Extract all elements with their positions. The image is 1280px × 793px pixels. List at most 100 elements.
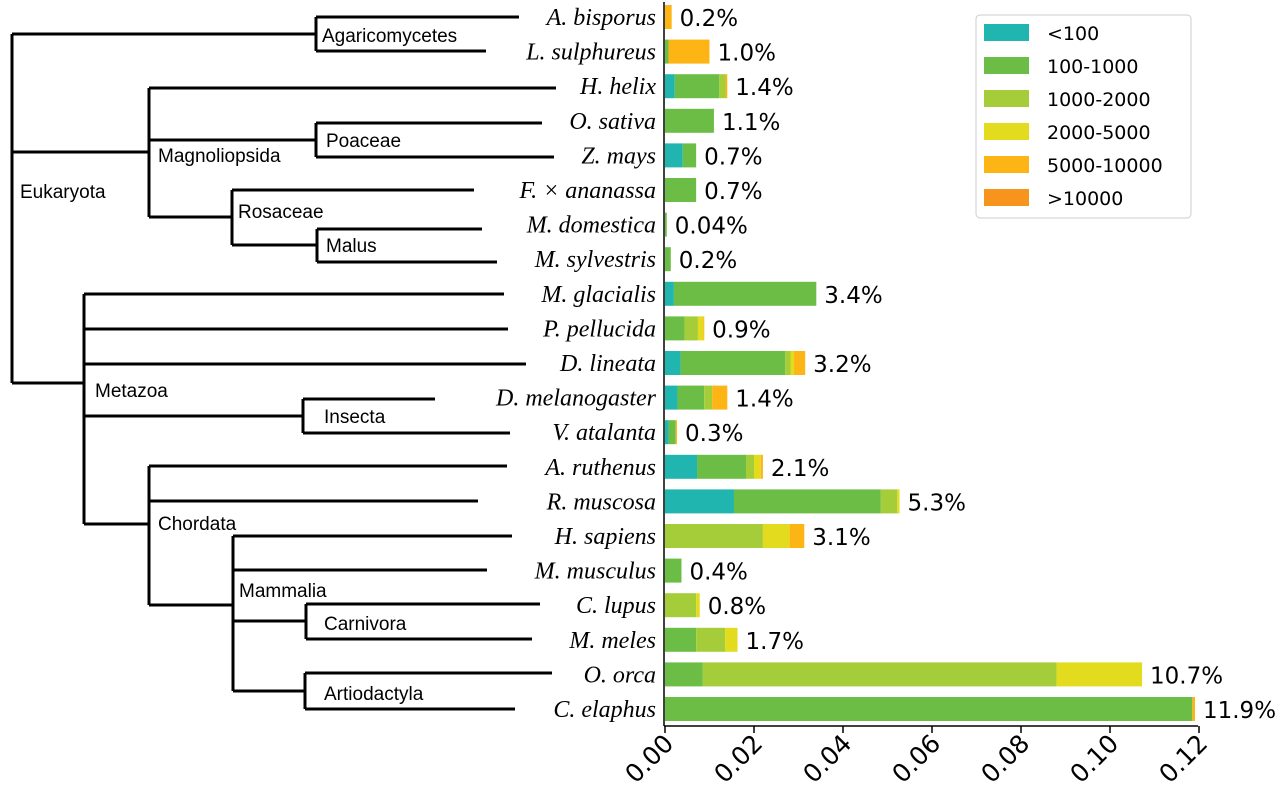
percent-label: 3.1% (812, 525, 870, 551)
percent-label: 0.4% (689, 560, 747, 586)
bar-segment (665, 247, 671, 272)
percent-label: 5.3% (908, 490, 966, 516)
bar-segment (704, 385, 713, 410)
clade-label-metazoa: Metazoa (95, 381, 168, 402)
x-tick-label: 0.04 (797, 729, 857, 789)
bar-segment (712, 385, 728, 410)
x-tick-label: 0.12 (1153, 729, 1213, 789)
phylogenetic-tree: Agaricomycetes Eukaryota Magnoliopsida P… (10, 15, 556, 711)
bar-segment (665, 558, 682, 583)
species-label: F. × ananassa (519, 178, 656, 204)
species-label: V. atalanta (552, 420, 656, 446)
percent-label: 0.9% (712, 317, 770, 343)
legend-swatch (984, 123, 1029, 140)
bar-segment (665, 524, 763, 548)
x-tick-label: 0.08 (975, 729, 1035, 789)
percent-labels: 0.2% 1.0% 1.4% 1.1% 0.7% 0.7% 0.04% 0.2% 3.4% 0.9… (675, 6, 1276, 724)
percent-label: 11.9% (1203, 698, 1276, 724)
bar-segment (677, 385, 705, 410)
bar-segment (785, 351, 791, 375)
bar-segment (880, 489, 898, 514)
legend-swatch (984, 57, 1029, 74)
x-tick-label: 0.10 (1064, 729, 1124, 789)
legend-label: <100 (1047, 23, 1099, 45)
species-label: O. orca (584, 662, 656, 688)
bar-segment (696, 593, 700, 618)
bar-segment (665, 108, 714, 133)
clade-label-mammalia: Mammalia (239, 581, 327, 602)
legend-swatch (984, 24, 1029, 41)
percent-label: 10.7% (1150, 663, 1223, 689)
bar-segment (696, 627, 726, 652)
legend-frame (975, 14, 1192, 219)
tree-branch (231, 534, 512, 693)
legend-label: 5000-10000 (1047, 155, 1163, 177)
species-label: P. pellucida (542, 316, 656, 342)
tree-branch (12, 15, 519, 53)
bar-segment (1056, 662, 1143, 687)
species-label: H. sapiens (554, 524, 656, 550)
bar-segment (665, 489, 734, 514)
bar-segment (665, 178, 697, 202)
bar-segment (665, 212, 667, 237)
percent-label: 0.04% (675, 214, 748, 240)
bar-segment (665, 593, 697, 618)
bar-segment (674, 74, 720, 99)
species-label: A. ruthenus (543, 455, 656, 481)
percent-label: 3.2% (813, 352, 871, 378)
species-label: M. domestica (526, 213, 656, 239)
species-label: D. lineata (559, 351, 656, 377)
bar-segment (702, 662, 1057, 687)
clade-label-magnoliopsida: Magnoliopsida (158, 146, 281, 167)
tree-branch (147, 464, 507, 607)
legend: <100 100-1000 1000-2000 2000-5000 5000-10000… (975, 14, 1192, 219)
bar-segment (673, 281, 817, 306)
x-tick-label: 0.06 (886, 729, 946, 789)
species-label: M. glacialis (540, 282, 656, 308)
tree-branch (82, 292, 526, 526)
legend-label: 100-1000 (1047, 56, 1138, 78)
bar-segment (668, 420, 676, 445)
legend-label: 2000-5000 (1047, 122, 1151, 144)
percent-label: 3.4% (824, 283, 882, 309)
species-label: H. helix (579, 74, 656, 100)
bar-segment (745, 454, 754, 479)
legend-swatch (984, 189, 1029, 206)
bar-segment (665, 697, 1193, 721)
axes (663, 2, 1198, 727)
percent-label: 1.7% (746, 629, 804, 655)
x-tick-label: 0.02 (708, 729, 768, 789)
species-label: M. sylvestris (534, 247, 656, 273)
bar-segment (665, 39, 669, 64)
bar-segment (682, 143, 697, 168)
percent-label: 0.2% (679, 248, 737, 274)
species-label: Z. mays (581, 143, 656, 169)
clade-label-malus: Malus (326, 236, 377, 257)
bar-segment (760, 454, 763, 479)
x-axis-ticks: 0.00 0.02 0.04 0.06 0.08 0.10 0.12 (619, 726, 1213, 789)
percent-label: 2.1% (771, 456, 829, 482)
bar-segment (697, 454, 746, 479)
bar-segment (719, 74, 726, 99)
percent-label: 1.0% (718, 41, 776, 67)
percent-label: 0.7% (704, 144, 762, 170)
tree-branch (10, 34, 149, 385)
percent-label: 1.1% (722, 110, 780, 136)
bar-segment (665, 662, 703, 687)
bar-segment (675, 420, 678, 445)
legend-label: 1000-2000 (1047, 89, 1151, 111)
bar-segment (684, 316, 698, 341)
bar-segment (665, 627, 697, 652)
bar-segment (703, 316, 705, 341)
clade-label-artiodactyla: Artiodactyla (324, 684, 424, 705)
legend-label: >10000 (1047, 188, 1123, 210)
species-label: R. muscosa (546, 489, 656, 515)
bar-segment (665, 420, 669, 445)
bar-segment (697, 316, 704, 341)
bar-segment (665, 316, 685, 341)
clade-label-eukaryota: Eukaryota (20, 182, 106, 203)
bar-segment (897, 489, 900, 514)
bar-segment (733, 489, 881, 514)
species-label: M. meles (568, 628, 656, 654)
